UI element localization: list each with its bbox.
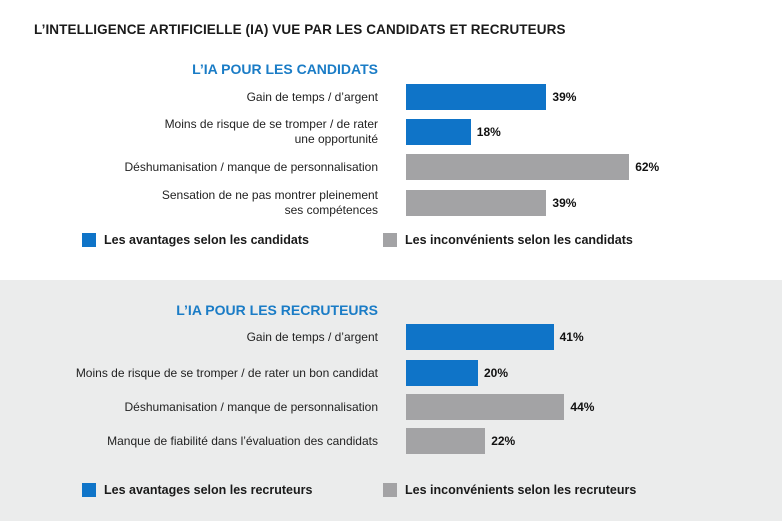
category-label: Moins de risque de se tromper / de rater… <box>164 117 378 146</box>
legend-swatch <box>82 233 96 247</box>
value-label: 18% <box>476 125 501 139</box>
section-title: L’IA POUR LES RECRUTEURS <box>176 302 378 318</box>
legend-item-disadvantage: Les inconvénients selon les recruteurs <box>383 483 636 497</box>
candidates-panel: L’IA POUR LES CANDIDATS Gain de temps / d… <box>0 50 782 280</box>
value-label: 44% <box>570 400 595 414</box>
value-label: 62% <box>635 160 660 174</box>
bar-disadvantage <box>406 190 547 216</box>
legend-label: Les inconvénients selon les candidats <box>405 233 633 247</box>
value-label: 39% <box>552 90 577 104</box>
category-label: Déshumanisation / manque de personnalisa… <box>124 159 379 174</box>
section-title: L’IA POUR LES CANDIDATS <box>192 61 378 77</box>
bar-advantage <box>406 84 547 110</box>
category-label: Manque de fiabilité dans l’évaluation de… <box>107 433 378 448</box>
category-label: Déshumanisation / manque de personnalisa… <box>124 399 379 414</box>
recruiters-panel: L’IA POUR LES RECRUTEURS Gain de temps / … <box>0 280 782 521</box>
value-label: 41% <box>559 330 584 344</box>
value-label: 39% <box>552 196 577 210</box>
legend-label: Les avantages selon les candidats <box>104 233 309 247</box>
legend-item-advantage: Les avantages selon les candidats <box>82 233 309 247</box>
bar-advantage <box>406 324 554 350</box>
legend-label: Les avantages selon les recruteurs <box>104 483 313 497</box>
legend-item-disadvantage: Les inconvénients selon les candidats <box>383 233 633 247</box>
bar-advantage <box>406 360 478 386</box>
legend-swatch <box>383 483 397 497</box>
category-label: Gain de temps / d’argent <box>246 89 378 104</box>
legend-item-advantage: Les avantages selon les recruteurs <box>82 483 312 497</box>
category-label: Moins de risque de se tromper / de rater… <box>75 365 378 380</box>
value-label: 22% <box>491 434 516 448</box>
bar-disadvantage <box>406 428 486 454</box>
bar-disadvantage <box>406 394 565 420</box>
value-label: 20% <box>484 366 509 380</box>
bar-advantage <box>406 119 471 145</box>
legend-label: Les inconvénients selon les recruteurs <box>405 483 637 497</box>
category-label: Gain de temps / d’argent <box>246 329 378 344</box>
bar-disadvantage <box>406 154 630 180</box>
page-title: L’INTELLIGENCE ARTIFICIELLE (IA) VUE PAR… <box>34 22 566 37</box>
legend-swatch <box>383 233 397 247</box>
category-label: Sensation de ne pas montrer pleinement s… <box>161 188 378 217</box>
legend-swatch <box>82 483 96 497</box>
